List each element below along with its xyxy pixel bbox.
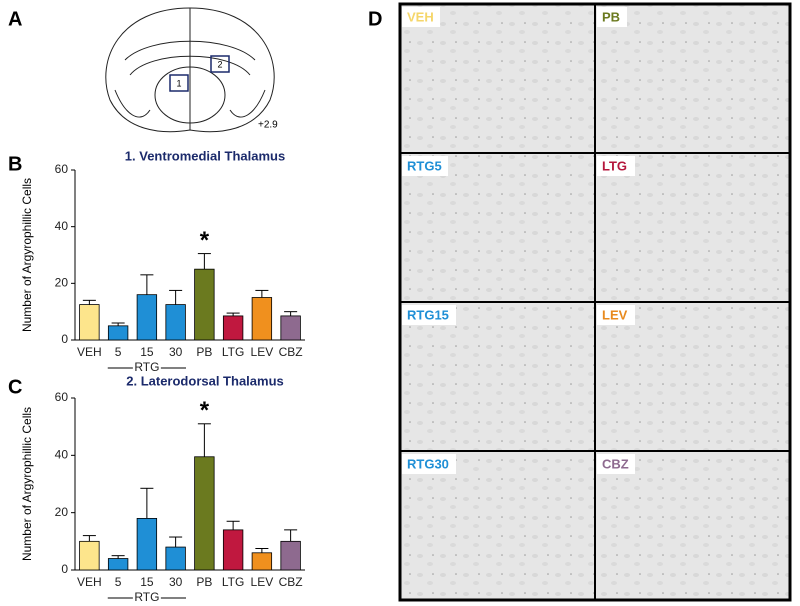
micrograph-label: RTG15 bbox=[407, 307, 449, 322]
micrograph-label: PB bbox=[602, 9, 620, 24]
x-tick-label: PB bbox=[196, 345, 212, 359]
micrograph-label-bg bbox=[597, 7, 627, 27]
x-tick-label: 15 bbox=[140, 575, 154, 589]
x-tick-label: LTG bbox=[222, 575, 244, 589]
micrograph-label-bg bbox=[597, 156, 635, 176]
bar bbox=[79, 540, 100, 571]
x-tick-label: LEV bbox=[251, 575, 274, 589]
micrograph-label-bg bbox=[597, 305, 635, 325]
x-tick-label: CBZ bbox=[279, 575, 303, 589]
x-tick-label: 5 bbox=[115, 575, 122, 589]
bar bbox=[107, 558, 129, 571]
micrograph-label: LEV bbox=[602, 307, 628, 322]
y-tick-label: 60 bbox=[55, 390, 69, 404]
bar bbox=[280, 540, 301, 571]
micrograph-label: CBZ bbox=[602, 456, 629, 471]
micrograph-label-bg bbox=[402, 305, 456, 325]
micrograph bbox=[594, 301, 791, 452]
x-tick-label: 30 bbox=[169, 345, 183, 359]
bar bbox=[136, 294, 158, 341]
x-tick-label: LTG bbox=[222, 345, 244, 359]
panel-label: B bbox=[8, 153, 22, 175]
micrograph-label-bg bbox=[402, 7, 440, 27]
bar bbox=[194, 268, 215, 341]
y-axis-label: Number of Argyrophillic Cells bbox=[20, 178, 34, 332]
micrograph-frame bbox=[398, 2, 792, 602]
x-tick-label: VEH bbox=[77, 345, 102, 359]
x-tick-label: 15 bbox=[140, 345, 154, 359]
y-tick-label: 20 bbox=[55, 505, 69, 519]
y-tick-label: 0 bbox=[61, 562, 68, 576]
y-tick-label: 20 bbox=[55, 276, 69, 290]
y-tick-label: 40 bbox=[55, 219, 69, 233]
bar bbox=[222, 315, 244, 341]
micrograph-label-bg bbox=[402, 454, 456, 474]
bar bbox=[194, 456, 215, 571]
bar bbox=[165, 546, 186, 571]
x-tick-label: PB bbox=[196, 575, 212, 589]
chart-title: 2. Laterodorsal Thalamus bbox=[126, 373, 284, 388]
bar bbox=[251, 297, 273, 341]
x-tick-label: 5 bbox=[115, 345, 122, 359]
atlas-region: 1 bbox=[176, 78, 181, 88]
panel-label: C bbox=[8, 376, 22, 398]
bar bbox=[165, 304, 186, 341]
panel-label: A bbox=[8, 8, 22, 30]
bar bbox=[136, 518, 158, 571]
atlas-region: 2 bbox=[217, 59, 222, 69]
atlas-coordinate: +2.9 bbox=[258, 120, 278, 131]
bar bbox=[251, 552, 273, 571]
group-label: RTG bbox=[134, 360, 159, 374]
micrograph bbox=[594, 3, 791, 154]
micrograph bbox=[399, 3, 596, 154]
micrograph-label-bg bbox=[597, 454, 635, 474]
atlas bbox=[105, 7, 275, 133]
bar bbox=[79, 304, 100, 341]
micrograph bbox=[594, 152, 791, 303]
micrograph bbox=[399, 450, 596, 601]
x-tick-label: VEH bbox=[77, 575, 102, 589]
annotation: * bbox=[200, 397, 210, 424]
panel-label: D bbox=[368, 8, 382, 30]
bar bbox=[222, 529, 244, 571]
y-tick-label: 0 bbox=[61, 332, 68, 346]
micrograph-label: VEH bbox=[407, 9, 434, 24]
x-tick-label: LEV bbox=[251, 345, 274, 359]
micrograph-label-bg bbox=[402, 156, 448, 176]
chart-title: 1. Ventromedial Thalamus bbox=[125, 148, 285, 163]
micrograph bbox=[399, 301, 596, 452]
bar bbox=[280, 315, 301, 341]
y-tick-label: 40 bbox=[55, 448, 69, 462]
x-tick-label: 30 bbox=[169, 575, 183, 589]
micrograph-label: LTG bbox=[602, 158, 627, 173]
bar bbox=[107, 325, 129, 341]
annotation: * bbox=[200, 227, 210, 254]
micrograph-label: RTG30 bbox=[407, 456, 449, 471]
group-label: RTG bbox=[134, 590, 159, 604]
micrograph-label: RTG5 bbox=[407, 158, 442, 173]
y-tick-label: 60 bbox=[55, 162, 69, 176]
y-axis-label: Number of Argyrophillic Cells bbox=[20, 407, 34, 561]
x-tick-label: CBZ bbox=[279, 345, 303, 359]
